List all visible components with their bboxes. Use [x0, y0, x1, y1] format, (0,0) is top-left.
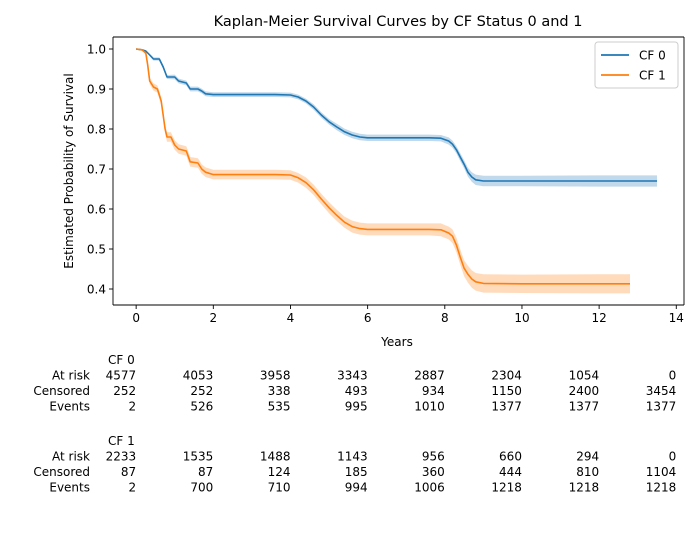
risk-cell: 360: [422, 465, 445, 479]
risk-cell: 2: [129, 400, 137, 414]
legend-box: [594, 41, 679, 89]
risk-row-label: At risk: [52, 450, 90, 464]
y-tick-label: 0.9: [87, 83, 106, 97]
risk-cell: 1104: [646, 465, 677, 479]
risk-cell: 995: [345, 400, 368, 414]
axes: 0 2 4 6 8 10 12 14 0.4 0.5 0.6 0.7 0.8 0.9 1.0: [87, 36, 685, 325]
risk-cell: 87: [121, 465, 136, 479]
y-tick-label: 0.4: [87, 283, 106, 297]
risk-cell: 1006: [414, 481, 445, 495]
risk-cell: 660: [499, 450, 522, 464]
risk-cell: 1010: [414, 400, 445, 414]
risk-cell: 700: [190, 481, 213, 495]
risk-row-label: At risk: [52, 369, 90, 383]
y-tick-label: 0.7: [87, 163, 106, 177]
risk-cell: 338: [268, 384, 291, 398]
risk-cell: 1150: [491, 384, 522, 398]
risk-cell: 2887: [414, 369, 445, 383]
risk-row-label: Events: [49, 481, 90, 495]
survival-curve-cf-1: [135, 48, 630, 285]
risk-group-title-cf-1: CF 1: [108, 434, 135, 448]
risk-cell: 526: [190, 400, 213, 414]
risk-cell: 1143: [337, 450, 368, 464]
confidence-band-cf-0: [136, 49, 658, 187]
survival-curve-cf-0: [135, 48, 657, 182]
risk-cell: 4053: [183, 369, 214, 383]
x-tick-label: 14: [669, 311, 684, 325]
x-tick-label: 6: [364, 311, 372, 325]
risk-cell: 1218: [569, 481, 600, 495]
risk-cell: 934: [422, 384, 445, 398]
x-tick-label: 2: [209, 311, 217, 325]
risk-cell: 2: [129, 481, 137, 495]
x-tick-label: 8: [441, 311, 449, 325]
risk-cell: 3454: [646, 384, 677, 398]
risk-cell: 1377: [569, 400, 600, 414]
risk-cell: 535: [268, 400, 291, 414]
risk-cell: 3958: [260, 369, 291, 383]
risk-row-label: Censored: [33, 384, 90, 398]
y-tick-label: 0.8: [87, 123, 106, 137]
risk-cell: 124: [268, 465, 291, 479]
chart-title: Kaplan-Meier Survival Curves by CF Statu…: [214, 14, 583, 30]
risk-cell: 4577: [106, 369, 137, 383]
risk-cell: 1535: [183, 450, 214, 464]
y-tick-label: 1.0: [87, 43, 106, 57]
y-tick-label: 0.5: [87, 243, 106, 257]
risk-cell: 0: [669, 450, 677, 464]
risk-cell: 493: [345, 384, 368, 398]
risk-cell: 87: [198, 465, 213, 479]
risk-row-label: Events: [49, 400, 90, 414]
risk-cell: 294: [576, 450, 599, 464]
risk-cell: 252: [113, 384, 136, 398]
risk-cell: 1377: [491, 400, 522, 414]
risk-cell: 1377: [646, 400, 677, 414]
risk-cell: 0: [669, 369, 677, 383]
x-tick-label: 10: [514, 311, 529, 325]
risk-cell: 252: [190, 384, 213, 398]
x-tick-label: 12: [591, 311, 606, 325]
survival-curves: [135, 48, 657, 285]
x-tick-label: 0: [132, 311, 140, 325]
confidence-bands: [136, 49, 658, 294]
y-tick-label: 0.6: [87, 203, 106, 217]
y-axis-label: Estimated Probability of Survival: [62, 73, 76, 268]
risk-cell: 2233: [106, 450, 137, 464]
risk-cell: 2400: [569, 384, 600, 398]
legend-label-cf-1: CF 1: [639, 69, 666, 83]
risk-cell: 1488: [260, 450, 291, 464]
risk-cell: 956: [422, 450, 445, 464]
risk-cell: 810: [576, 465, 599, 479]
risk-cell: 1054: [569, 369, 600, 383]
risk-cell: 185: [345, 465, 368, 479]
risk-group-title-cf-0: CF 0: [108, 353, 135, 367]
legend: CF 0 CF 1: [594, 41, 679, 89]
risk-row-label: Censored: [33, 465, 90, 479]
risk-cell: 444: [499, 465, 522, 479]
x-axis-label: Years: [380, 335, 413, 349]
risk-cell: 3343: [337, 369, 368, 383]
risk-cell: 994: [345, 481, 368, 495]
confidence-band-cf-1: [136, 49, 630, 294]
risk-table: CF 0 At risk 4577 4053 3958 3343 2887 2304 1054 0…: [33, 353, 676, 495]
legend-label-cf-0: CF 0: [639, 49, 666, 63]
x-tick-label: 4: [287, 311, 295, 325]
risk-cell: 1218: [646, 481, 677, 495]
risk-cell: 1218: [491, 481, 522, 495]
risk-cell: 2304: [491, 369, 522, 383]
risk-cell: 710: [268, 481, 291, 495]
